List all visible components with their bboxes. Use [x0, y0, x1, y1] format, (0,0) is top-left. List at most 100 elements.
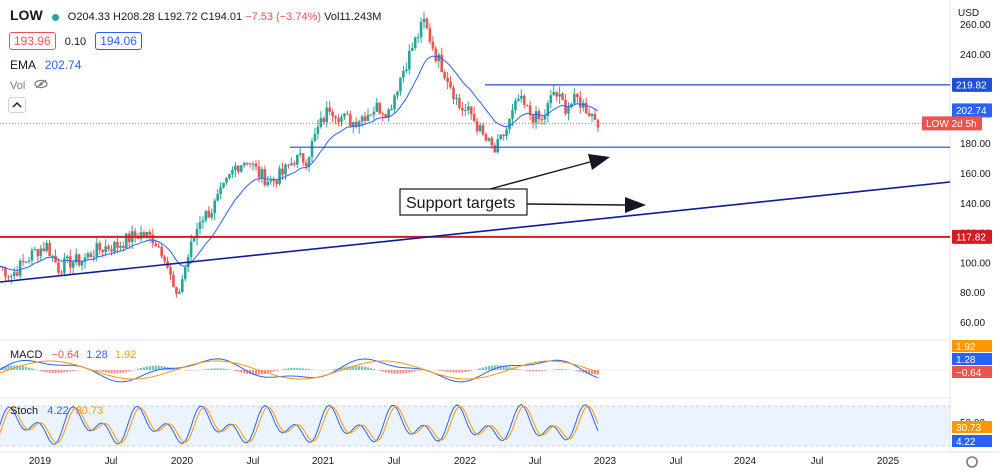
macd-legend[interactable]: MACD −0.64 1.28 1.92	[10, 349, 136, 361]
candle-body	[254, 163, 258, 167]
candle-body	[295, 154, 299, 165]
macd-histogram-bar	[390, 370, 393, 374]
candle-body	[15, 272, 19, 276]
candle-body	[163, 256, 166, 262]
candle-body	[275, 180, 278, 184]
macd-v2: 1.28	[86, 349, 108, 361]
currency-label[interactable]: USD	[958, 8, 980, 19]
macd-histogram-bar	[122, 370, 125, 373]
candle-body	[231, 170, 234, 175]
macd-histogram-bar	[479, 368, 482, 370]
candle-body	[7, 276, 10, 278]
macd-histogram-bar	[257, 370, 260, 375]
candle-body	[387, 109, 390, 118]
macd-histogram-bar	[540, 370, 543, 371]
vol-legend[interactable]: Vol	[10, 79, 48, 92]
macd-v1: −0.64	[51, 349, 80, 361]
candle-body	[307, 156, 311, 167]
candle-body	[522, 95, 526, 105]
candle-body	[151, 234, 155, 244]
stoch-band	[0, 406, 950, 446]
macd-tag	[952, 366, 992, 378]
macd-histogram-bar	[240, 370, 243, 373]
low-value: L192.72	[157, 11, 198, 23]
macd-histogram-bar	[54, 370, 57, 374]
macd-histogram-bar	[464, 370, 467, 373]
macd-histogram-bar	[449, 370, 452, 373]
market-status-icon	[51, 13, 59, 21]
macd-histogram-bar	[573, 370, 576, 371]
candle-body	[201, 220, 205, 223]
bid-ask-row: 193.96 0.10 194.06	[9, 32, 142, 50]
candle-body	[525, 104, 529, 106]
candle-body	[437, 54, 441, 62]
macd-histogram-bar	[178, 369, 181, 370]
macd-histogram-bar	[387, 370, 390, 374]
macd-histogram-bar	[535, 370, 538, 372]
y-tick-label: 160.00	[960, 169, 991, 180]
candle-body	[440, 54, 444, 73]
candle-body	[434, 48, 438, 62]
macd-histogram-bar	[446, 370, 449, 372]
gear-icon[interactable]	[966, 456, 978, 468]
macd-histogram-bar	[331, 369, 334, 370]
candle-body	[558, 93, 561, 97]
macd-histogram-bar	[137, 368, 140, 370]
stoch-legend[interactable]: Stoch 4.22 30.73	[10, 405, 103, 417]
bid-price[interactable]: 193.96	[9, 32, 56, 50]
ask-price[interactable]: 194.06	[95, 32, 142, 50]
macd-histogram-bar	[33, 369, 36, 370]
price-tag-label: LOW 2d 5h	[926, 119, 977, 130]
macd-histogram-bar	[476, 369, 479, 370]
candle-body	[590, 113, 594, 116]
candle-body	[461, 107, 464, 111]
macd-histogram-bar	[340, 367, 343, 370]
price-tag	[952, 103, 992, 118]
candle-body	[204, 210, 208, 221]
candle-body	[48, 242, 51, 257]
macd-histogram-bar	[384, 370, 387, 373]
candle-body	[505, 129, 508, 137]
arrow-line-1	[489, 161, 591, 190]
stoch-label: Stoch	[10, 405, 39, 417]
macd-histogram-bar	[596, 370, 599, 375]
macd-histogram-bar	[381, 370, 384, 372]
eye-off-icon[interactable]	[34, 79, 48, 92]
candle-body	[169, 267, 172, 275]
macd-histogram-bar	[275, 370, 278, 371]
candle-body	[33, 249, 37, 251]
symbol-label[interactable]: LOW	[10, 7, 43, 23]
macd-histogram-bar	[284, 368, 287, 370]
candle-body	[584, 102, 588, 114]
ema-legend[interactable]: EMA 202.74	[10, 58, 81, 72]
x-tick-label: 2020	[171, 456, 194, 467]
candle-body	[304, 162, 308, 167]
candle-body	[278, 168, 281, 184]
macd-histogram-bar	[260, 370, 263, 375]
candle-body	[570, 103, 573, 108]
candle-body	[546, 103, 550, 117]
macd-histogram-bar	[142, 367, 145, 370]
macd-histogram-bar	[237, 370, 240, 372]
candle-body	[534, 111, 538, 123]
x-tick-label: Jul	[811, 456, 824, 467]
price-tag-label: 202.74	[956, 106, 987, 117]
macd-histogram-bar	[440, 370, 443, 371]
macd-histogram-bar	[272, 370, 275, 372]
candle-body	[449, 81, 452, 88]
candle-body	[354, 121, 358, 127]
candle-body	[390, 109, 393, 111]
macd-histogram-bar	[358, 365, 361, 370]
candle-body	[343, 113, 346, 117]
candle-body	[543, 116, 547, 120]
macd-histogram-bar	[25, 366, 28, 370]
candle-body	[499, 134, 502, 140]
chevron-up-icon[interactable]	[8, 97, 26, 113]
candle-body	[178, 292, 181, 294]
macd-histogram-bar	[213, 368, 216, 370]
candle-body	[573, 94, 576, 104]
candle-body	[71, 262, 75, 268]
macd-tag	[952, 353, 992, 365]
macd-histogram-bar	[378, 370, 381, 371]
